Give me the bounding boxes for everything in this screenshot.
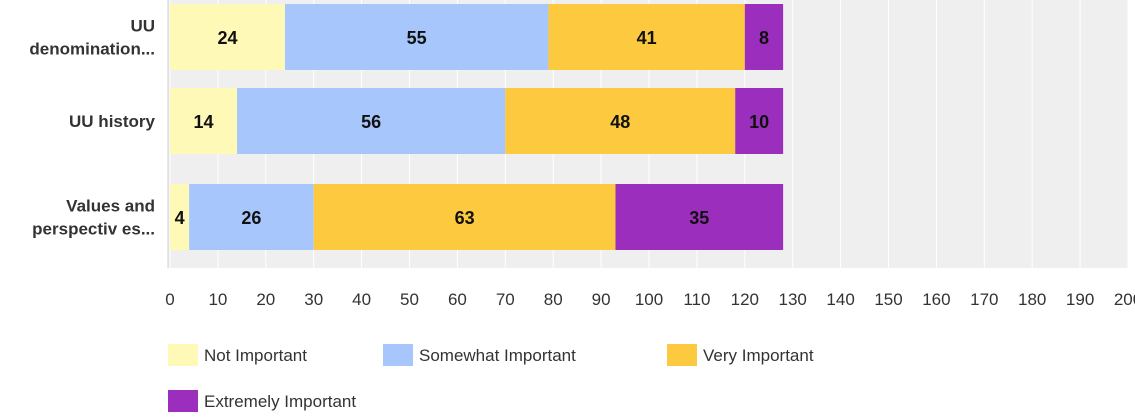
x-tick-label: 120 <box>731 290 759 309</box>
x-tick-label: 110 <box>683 290 710 309</box>
legend: Not Important Somewhat Important Very Impo… <box>168 344 814 412</box>
legend-label: Not Important <box>204 346 307 365</box>
data-label: 63 <box>455 208 475 228</box>
legend-item-somewhat-important: Somewhat Important <box>383 344 576 366</box>
bar-not-important-1 <box>170 88 238 154</box>
bars: 24 55 41 8 14 56 48 10 4 26 63 35 <box>170 4 784 250</box>
bar-somewhat-important-2 <box>189 184 314 250</box>
x-tick-label: 190 <box>1066 290 1094 309</box>
x-tick-label: 40 <box>352 290 371 309</box>
bar-somewhat-important-1 <box>237 88 506 154</box>
data-label: 10 <box>749 112 769 132</box>
x-tick-label: 170 <box>970 290 998 309</box>
bar-very-important-0 <box>548 4 745 70</box>
legend-label: Somewhat Important <box>419 346 576 365</box>
data-label: 41 <box>637 28 657 48</box>
legend-swatch <box>168 344 198 366</box>
legend-item-extremely-important: Extremely Important <box>168 390 356 412</box>
legend-item-very-important: Very Important <box>667 344 814 366</box>
category-label: perspectiv es... <box>32 220 155 239</box>
x-tick-label: 70 <box>496 290 515 309</box>
data-label: 14 <box>194 112 214 132</box>
bar-not-important-0 <box>170 4 285 70</box>
x-tick-label: 130 <box>779 290 807 309</box>
x-tick-label: 80 <box>544 290 563 309</box>
data-label: 48 <box>610 112 630 132</box>
x-axis-tick-labels: 0 10 20 30 40 50 60 70 80 90 100 110 120 130 140 150 160… <box>165 290 1135 309</box>
data-label: 55 <box>407 28 427 48</box>
category-label: Values and <box>66 197 155 216</box>
legend-swatch <box>667 344 697 366</box>
bar-somewhat-important-0 <box>284 4 549 70</box>
bar-very-important-1 <box>505 88 736 154</box>
data-label: 8 <box>759 28 769 48</box>
category-label: UU <box>130 17 155 36</box>
legend-swatch <box>383 344 413 366</box>
data-label: 56 <box>361 112 381 132</box>
bar-very-important-2 <box>313 184 616 250</box>
x-tick-label: 180 <box>1018 290 1046 309</box>
bar-not-important-2 <box>170 184 190 250</box>
x-tick-label: 30 <box>304 290 323 309</box>
y-axis-labels: UU denomination... UU history Values and per… <box>29 17 155 239</box>
legend-label: Very Important <box>703 346 814 365</box>
data-label: 24 <box>217 28 237 48</box>
legend-label: Extremely Important <box>204 392 356 411</box>
legend-swatch <box>168 390 198 412</box>
x-tick-label: 100 <box>635 290 663 309</box>
x-tick-label: 150 <box>874 290 902 309</box>
x-tick-label: 20 <box>256 290 275 309</box>
legend-item-not-important: Not Important <box>168 344 307 366</box>
category-label: UU history <box>69 112 156 131</box>
x-tick-label: 140 <box>826 290 854 309</box>
x-tick-label: 50 <box>400 290 419 309</box>
x-tick-label: 0 <box>165 290 174 309</box>
category-label: denomination... <box>29 40 155 59</box>
x-tick-label: 160 <box>922 290 950 309</box>
bar-extremely-important-0 <box>744 4 784 70</box>
bar-extremely-important-1 <box>735 88 784 154</box>
x-tick-label: 10 <box>208 290 227 309</box>
data-label: 35 <box>689 208 709 228</box>
data-label: 4 <box>175 208 185 228</box>
data-label: 26 <box>241 208 261 228</box>
x-tick-label: 200 <box>1114 290 1135 309</box>
x-tick-label: 90 <box>592 290 611 309</box>
bar-extremely-important-2 <box>615 184 784 250</box>
x-tick-label: 60 <box>448 290 467 309</box>
